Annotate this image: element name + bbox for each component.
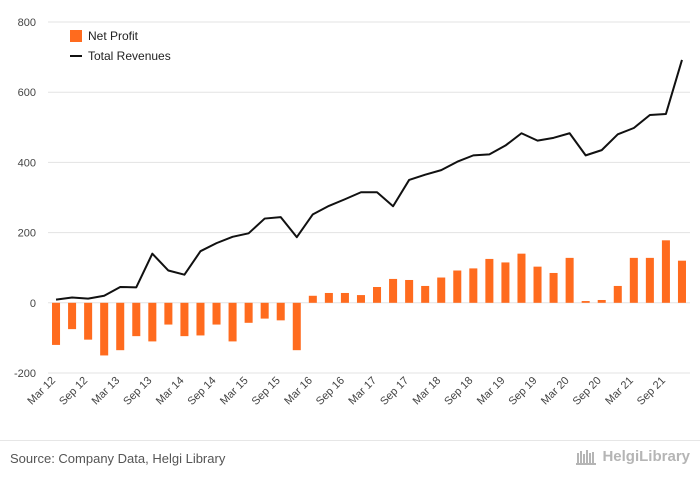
bar-net-profit bbox=[517, 253, 526, 303]
bar-net-profit bbox=[340, 292, 349, 303]
library-icon bbox=[576, 449, 597, 465]
bar-net-profit bbox=[597, 299, 606, 303]
y-tick-label: 600 bbox=[18, 87, 36, 99]
bar-net-profit bbox=[677, 260, 686, 303]
y-tick-label: 0 bbox=[30, 298, 36, 310]
bar-net-profit bbox=[100, 302, 109, 356]
bar-net-profit bbox=[180, 302, 189, 337]
legend-swatch-net-profit bbox=[70, 30, 82, 42]
x-tick-label: Sep 18 bbox=[442, 375, 475, 408]
bar-net-profit bbox=[308, 295, 317, 303]
bar-net-profit bbox=[549, 272, 558, 303]
x-tick-label: Mar 16 bbox=[282, 375, 315, 408]
y-tick-label: 400 bbox=[18, 157, 36, 169]
x-tick-label: Mar 20 bbox=[539, 375, 572, 408]
bar-net-profit bbox=[501, 262, 510, 303]
x-tick-label: Mar 17 bbox=[346, 375, 379, 408]
chart: -200 0 200 400 600 800 Mar 12 Sep 12 Mar 13 Sep 1… bbox=[14, 17, 690, 408]
bar-net-profit bbox=[68, 302, 77, 330]
bar-net-profit bbox=[84, 302, 93, 340]
bar-net-profit bbox=[212, 302, 221, 325]
y-tick-label: 800 bbox=[18, 17, 36, 29]
x-tick-label: Sep 17 bbox=[378, 375, 411, 408]
brand-logo: HelgiLibrary bbox=[576, 448, 690, 465]
legend: Net Profit Total Revenues bbox=[70, 29, 171, 63]
x-tick-label: Mar 19 bbox=[475, 375, 508, 408]
bar-net-profit bbox=[645, 257, 654, 303]
bar-net-profit bbox=[661, 240, 670, 303]
bar-net-profit bbox=[52, 302, 61, 345]
bar-net-profit bbox=[581, 301, 590, 303]
x-tick-label: Mar 18 bbox=[411, 375, 444, 408]
bar-net-profit bbox=[565, 257, 574, 303]
bar-net-profit bbox=[148, 302, 157, 342]
line-total-revenues bbox=[55, 59, 683, 301]
x-tick-label: Mar 21 bbox=[603, 375, 636, 408]
y-tick-label: -200 bbox=[14, 368, 36, 380]
bar-net-profit bbox=[260, 302, 269, 319]
bar-net-profit bbox=[276, 302, 285, 321]
bar-net-profit bbox=[437, 277, 446, 303]
y-tick-label: 200 bbox=[18, 228, 36, 240]
bar-net-profit bbox=[533, 266, 542, 303]
bar-net-profit bbox=[389, 278, 398, 303]
bar-net-profit bbox=[132, 302, 141, 337]
x-tick-label: Sep 12 bbox=[57, 375, 90, 408]
x-tick-label: Sep 21 bbox=[635, 375, 668, 408]
legend-label-total-revenues: Total Revenues bbox=[88, 49, 171, 63]
brand-name: HelgiLibrary bbox=[602, 448, 690, 465]
source-note: Source: Company Data, Helgi Library bbox=[10, 451, 226, 466]
x-tick-label: Mar 14 bbox=[154, 375, 187, 408]
bar-net-profit bbox=[453, 270, 462, 303]
bar-net-profit bbox=[613, 285, 622, 303]
bar-net-profit bbox=[485, 258, 494, 303]
x-tick-label: Sep 19 bbox=[507, 375, 540, 408]
bar-net-profit bbox=[324, 292, 333, 303]
bar-net-profit bbox=[164, 302, 173, 325]
bar-net-profit bbox=[629, 257, 638, 303]
bar-net-profit bbox=[405, 279, 414, 303]
bar-net-profit bbox=[292, 302, 301, 351]
legend-label-net-profit: Net Profit bbox=[88, 29, 139, 43]
bar-net-profit bbox=[373, 287, 382, 303]
x-tick-label: Mar 13 bbox=[90, 375, 123, 408]
x-tick-label: Mar 15 bbox=[218, 375, 251, 408]
bar-net-profit bbox=[196, 302, 205, 336]
x-tick-label: Sep 16 bbox=[314, 375, 347, 408]
bar-net-profit bbox=[469, 268, 478, 303]
x-tick-label: Sep 15 bbox=[250, 375, 283, 408]
bar-net-profit bbox=[356, 295, 365, 303]
bar-net-profit bbox=[116, 302, 125, 351]
bar-net-profit bbox=[421, 285, 430, 303]
bar-net-profit bbox=[244, 302, 253, 323]
bar-net-profit bbox=[228, 302, 237, 342]
footer-divider bbox=[0, 440, 700, 441]
x-tick-label: Sep 20 bbox=[571, 375, 604, 408]
x-tick-label: Sep 13 bbox=[121, 375, 154, 408]
x-tick-label: Sep 14 bbox=[186, 375, 219, 408]
